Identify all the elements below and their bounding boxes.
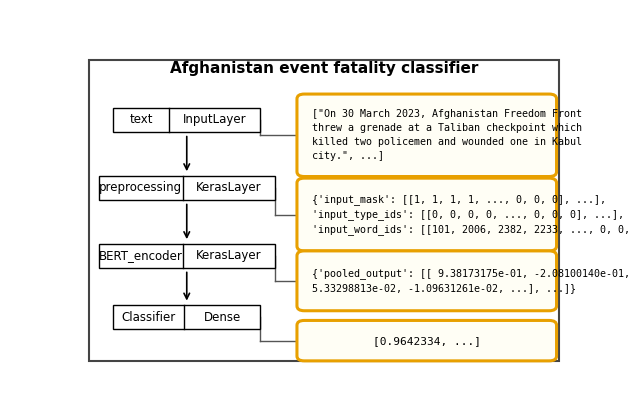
Text: KerasLayer: KerasLayer xyxy=(197,249,262,262)
Text: Classifier: Classifier xyxy=(121,311,176,324)
FancyBboxPatch shape xyxy=(297,178,557,251)
Text: Dense: Dense xyxy=(204,311,241,324)
Text: text: text xyxy=(130,113,153,126)
Text: preprocessing: preprocessing xyxy=(99,181,183,194)
Text: [0.9642334, ...]: [0.9642334, ...] xyxy=(373,336,481,346)
FancyBboxPatch shape xyxy=(99,244,275,268)
Text: BERT_encoder: BERT_encoder xyxy=(99,249,183,262)
FancyBboxPatch shape xyxy=(297,94,557,176)
FancyBboxPatch shape xyxy=(297,320,557,361)
FancyBboxPatch shape xyxy=(99,176,275,200)
FancyBboxPatch shape xyxy=(113,305,260,329)
FancyBboxPatch shape xyxy=(297,251,557,311)
Text: ["On 30 March 2023, Afghanistan Freedom Front
threw a grenade at a Taliban check: ["On 30 March 2023, Afghanistan Freedom … xyxy=(312,109,581,161)
Text: InputLayer: InputLayer xyxy=(183,113,246,126)
FancyBboxPatch shape xyxy=(113,108,260,132)
Text: {'input_mask': [[1, 1, 1, 1, ..., 0, 0, 0], ...],
'input_type_ids': [[0, 0, 0, 0: {'input_mask': [[1, 1, 1, 1, ..., 0, 0, … xyxy=(312,194,632,235)
Text: KerasLayer: KerasLayer xyxy=(197,181,262,194)
Text: Afghanistan event fatality classifier: Afghanistan event fatality classifier xyxy=(170,60,478,76)
FancyBboxPatch shape xyxy=(88,60,559,361)
Text: {'pooled_output': [[ 9.38173175e-01, -2.08100140e-01,
5.33298813e-02, -1.0963126: {'pooled_output': [[ 9.38173175e-01, -2.… xyxy=(312,268,629,293)
